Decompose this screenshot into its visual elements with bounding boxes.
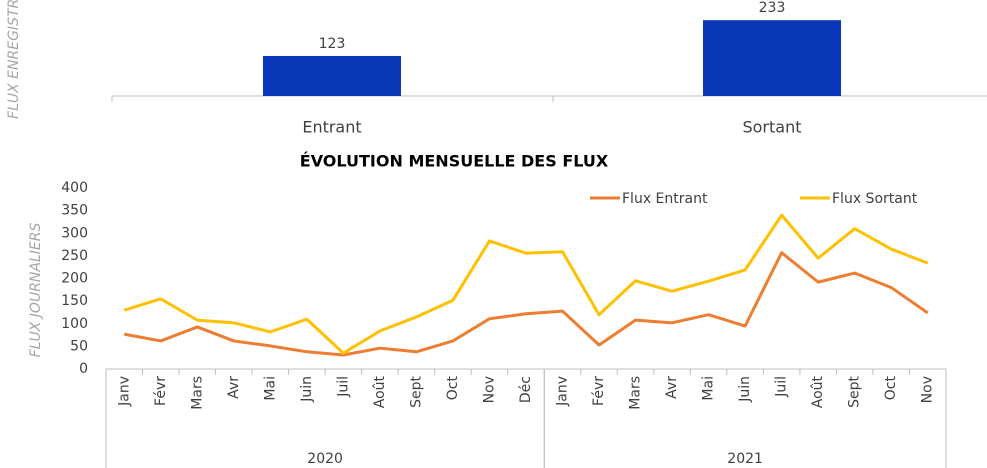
group-label: 2020 (307, 451, 343, 467)
y-tick-label: 300 (61, 225, 88, 241)
y-tick-label: 150 (61, 293, 88, 309)
y-tick-label: 50 (70, 338, 88, 354)
bar-value-label: 233 (759, 0, 786, 16)
x-tick-label: Janv (555, 376, 571, 407)
x-tick-label: Mars (628, 376, 644, 410)
x-tick-label: Juin (737, 376, 753, 403)
line-y-label: FLUX JOURNALIERS (28, 223, 44, 358)
x-tick-label: Mai (701, 376, 717, 401)
x-tick-label: Sept (408, 376, 424, 408)
x-tick-label: Janv (116, 376, 132, 407)
x-tick-label: Entrant (302, 118, 361, 137)
x-tick-label: Mars (189, 376, 205, 410)
x-tick-label: Mai (262, 376, 278, 401)
series-line (123, 213, 929, 355)
x-tick-label: Févr (591, 376, 607, 406)
x-tick-label: Avr (226, 376, 242, 399)
y-tick-label: 250 (61, 248, 88, 264)
y-tick-label: 100 (61, 316, 88, 332)
legend-label: Flux Entrant (622, 191, 708, 207)
series-line (123, 251, 929, 357)
y-tick-label: 0 (79, 361, 88, 377)
x-tick-label: Août (372, 375, 388, 408)
x-tick-label: Sortant (742, 118, 801, 137)
x-tick-label: Juil (335, 376, 351, 398)
x-tick-label: Oct (445, 376, 461, 401)
x-tick-label: Juin (299, 376, 315, 403)
x-tick-label: Févr (153, 376, 169, 406)
x-tick-label: Sept (847, 376, 863, 408)
y-tick-label: 400 (61, 180, 88, 196)
x-tick-label: Déc (518, 376, 534, 403)
x-tick-label: Nov (481, 376, 497, 403)
y-tick-label: 200 (61, 271, 88, 287)
x-tick-label: Août (810, 375, 826, 408)
legend-label: Flux Sortant (832, 191, 918, 207)
y-tick-label: 350 (61, 203, 88, 219)
x-tick-label: Nov (920, 376, 936, 403)
bar-y-label: FLUX ENREGISTRES (6, 0, 22, 119)
group-label: 2021 (727, 451, 763, 467)
x-tick-label: Avr (664, 376, 680, 399)
bar (703, 20, 841, 97)
chart-title: ÉVOLUTION MENSUELLE DES FLUX (300, 152, 609, 171)
bar (263, 55, 401, 96)
x-tick-label: Juil (774, 376, 790, 398)
x-tick-label: Oct (883, 376, 899, 401)
bar-value-label: 123 (319, 36, 346, 52)
